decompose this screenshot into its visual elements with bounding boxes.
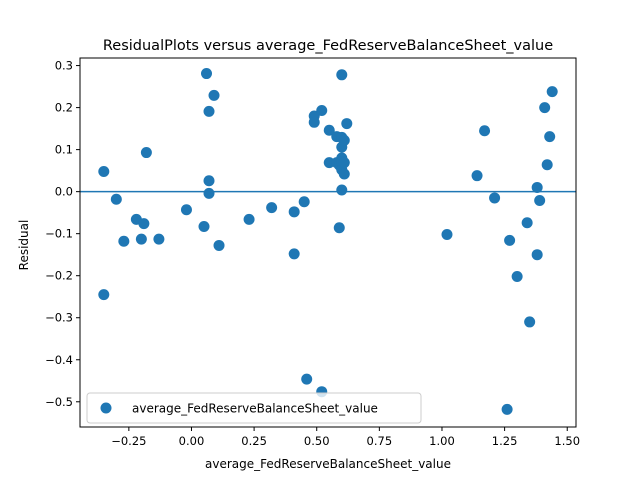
x-tick-label: −0.25 xyxy=(111,434,146,448)
data-point xyxy=(539,102,551,114)
data-point xyxy=(323,157,335,169)
y-tick-label: 0.2 xyxy=(55,101,73,115)
data-point xyxy=(501,403,513,415)
data-point xyxy=(544,131,556,143)
axes-frame xyxy=(79,57,577,428)
data-point xyxy=(288,206,300,218)
data-point xyxy=(118,235,130,247)
data-point xyxy=(266,202,278,214)
chart-title: ResidualPlots versus average_FedReserveB… xyxy=(103,38,553,54)
x-tick-label: 0.25 xyxy=(241,434,267,448)
data-point xyxy=(138,218,150,230)
x-tick-label: 1.25 xyxy=(492,434,518,448)
data-point xyxy=(203,175,215,187)
data-point xyxy=(531,181,543,193)
data-point xyxy=(504,234,516,246)
x-tick-label: 0.00 xyxy=(179,434,205,448)
data-point xyxy=(338,168,350,180)
legend-box xyxy=(86,392,422,424)
data-point xyxy=(336,184,348,196)
data-point xyxy=(336,69,348,81)
data-point xyxy=(98,165,110,177)
x-tick-label: 1.50 xyxy=(554,434,580,448)
data-point xyxy=(338,157,350,169)
data-point xyxy=(203,187,215,199)
data-point xyxy=(298,196,310,208)
data-point xyxy=(534,194,546,206)
x-axis-label: average_FedReserveBalanceSheet_value xyxy=(205,457,451,471)
data-point xyxy=(198,221,210,233)
data-point xyxy=(338,134,350,146)
data-point xyxy=(471,170,483,182)
y-tick-label: 0.1 xyxy=(55,143,73,157)
x-tick-label: 0.50 xyxy=(304,434,330,448)
y-tick-label: 0.3 xyxy=(55,59,73,73)
y-tick-label: −0.1 xyxy=(45,227,73,241)
data-point xyxy=(524,316,536,328)
y-tick-label: −0.4 xyxy=(45,353,73,367)
data-point xyxy=(541,159,553,171)
y-tick-label: −0.5 xyxy=(45,395,73,409)
data-point xyxy=(511,271,523,283)
data-point xyxy=(288,248,300,260)
y-tick-label: −0.3 xyxy=(45,311,73,325)
legend: average_FedReserveBalanceSheet_value xyxy=(86,392,422,424)
data-point xyxy=(308,116,320,128)
data-point xyxy=(140,147,152,159)
data-point xyxy=(323,124,335,136)
data-point xyxy=(546,86,558,98)
legend-label: average_FedReserveBalanceSheet_value xyxy=(132,402,378,416)
data-point xyxy=(201,68,213,80)
data-point xyxy=(203,105,215,117)
x-tick-label: 0.75 xyxy=(367,434,393,448)
data-point xyxy=(489,192,501,204)
data-point xyxy=(213,239,225,251)
y-tick-label: 0.0 xyxy=(55,185,73,199)
data-point xyxy=(341,118,353,130)
data-point xyxy=(479,125,491,137)
data-point xyxy=(316,105,328,117)
data-point xyxy=(441,229,453,241)
data-point xyxy=(110,193,122,205)
data-point xyxy=(153,233,165,245)
data-point xyxy=(521,217,533,229)
x-tick-label: 1.00 xyxy=(429,434,455,448)
data-point xyxy=(135,233,147,245)
legend-marker xyxy=(100,402,112,414)
data-point xyxy=(531,249,543,261)
data-point xyxy=(243,213,255,225)
data-point xyxy=(208,89,220,101)
plot-area: −0.25 0.00 0.25 0.50 0.75 1.00 1.25 1.50 0.3 0.2 0… xyxy=(45,57,580,448)
data-point xyxy=(180,204,192,216)
y-tick-label: −0.2 xyxy=(45,269,73,283)
y-axis-label: Residual xyxy=(17,220,31,271)
data-point xyxy=(301,373,313,385)
data-point xyxy=(98,289,110,301)
data-point xyxy=(333,222,345,234)
